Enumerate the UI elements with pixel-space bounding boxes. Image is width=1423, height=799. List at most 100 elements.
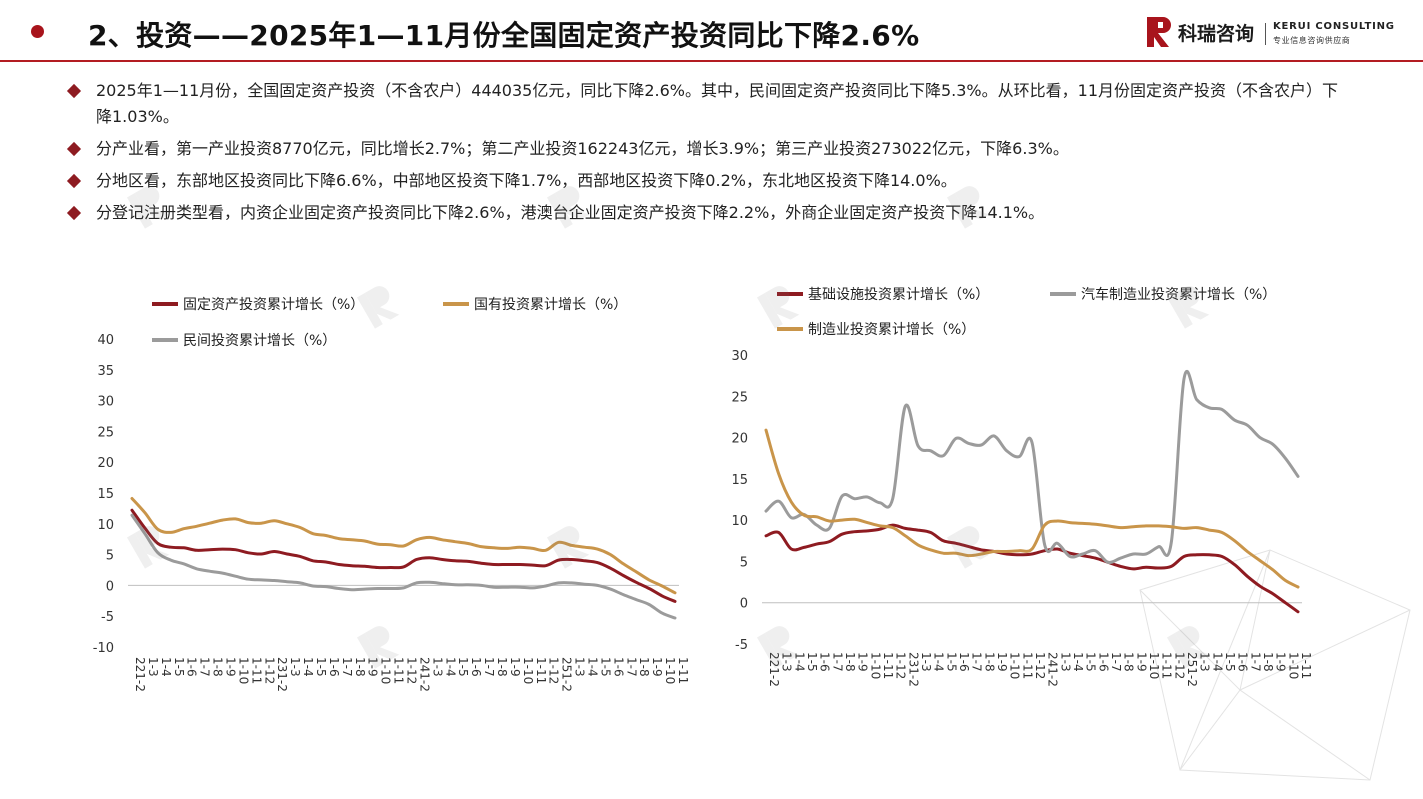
x-tick-label: 1-6 (469, 657, 483, 677)
y-tick-label: 30 (731, 349, 748, 364)
x-tick-label: 1-8 (1261, 652, 1275, 672)
bullet-text: 分产业看，第一产业投资8770亿元，同比增长2.7%；第二产业投资162243亿… (96, 139, 1069, 158)
legend-label: 民间投资累计增长（%） (183, 333, 336, 349)
watermark-r-icon (1167, 286, 1210, 329)
x-tick-label: 241-2 (417, 657, 431, 692)
watermark-shape (554, 526, 590, 560)
x-tick-label: 1-12 (547, 657, 561, 684)
x-tick-label: 1-4 (301, 657, 315, 677)
watermark-stroke (127, 192, 153, 229)
watermark-shape (134, 186, 170, 220)
x-tick-label: 1-12 (405, 657, 419, 684)
watermark-stroke (947, 532, 973, 569)
logo-cn-text: 科瑞咨询 (1178, 23, 1255, 45)
y-tick-label: -5 (101, 610, 114, 625)
x-tick-label: 1-7 (624, 657, 638, 677)
bullet-text: 2025年1—11月份，全国固定资产投资（不含农户）444035亿元，同比下降2… (96, 81, 1338, 126)
x-tick-label: 1-7 (970, 652, 984, 672)
logo-en-text: KERUI CONSULTING (1273, 21, 1395, 32)
y-tick-label: 20 (97, 456, 114, 471)
x-tick-label: 1-6 (1236, 652, 1250, 672)
y-tick-label: 0 (740, 597, 748, 612)
bullet-item: 分登记注册类型看，内资企业固定资产投资同比下降2.6%，港澳台企业固定资产投资下… (62, 200, 1352, 226)
y-tick-label: 20 (731, 432, 748, 447)
y-tick-label: 10 (97, 518, 114, 533)
x-tick-label: 1-4 (159, 657, 173, 677)
y-tick-label: 25 (731, 390, 748, 405)
x-tick-label: 1-9 (224, 657, 238, 677)
x-tick-label: 1-6 (611, 657, 625, 677)
x-tick-label: 251-2 (560, 657, 574, 692)
x-tick-label: 1-4 (1210, 652, 1224, 672)
watermark-r-icon (947, 526, 990, 569)
company-logo: 科瑞咨询 KERUI CONSULTING 专业信息咨询供应商 (1147, 17, 1397, 51)
x-tick-label: 1-4 (1071, 652, 1085, 672)
x-tick-label: 1-8 (211, 657, 225, 677)
x-tick-label: 1-5 (172, 657, 186, 677)
series-line-2 (764, 369, 1300, 565)
x-tick-label: 1-3 (288, 657, 302, 677)
series-line-1 (764, 523, 1300, 614)
bullet-item: 分产业看，第一产业投资8770亿元，同比增长2.7%；第二产业投资162243亿… (62, 136, 1352, 162)
watermark-r-icon (547, 186, 590, 229)
y-tick-label: 25 (97, 425, 114, 440)
x-tick-label: 241-2 (1046, 652, 1060, 687)
x-tick-label: 1-6 (1096, 652, 1110, 672)
y-tick-label: 10 (731, 514, 748, 529)
x-tick-label: 1-5 (944, 652, 958, 672)
x-tick-label: 1-4 (932, 652, 946, 672)
x-tick-label: 1-11 (1020, 652, 1034, 679)
y-tick-label: 40 (97, 333, 114, 348)
y-tick-label: 0 (106, 579, 114, 594)
x-tick-label: 1-3 (430, 657, 444, 677)
x-tick-label: 231-2 (275, 657, 289, 692)
x-tick-label: 1-8 (982, 652, 996, 672)
x-tick-label: 1-3 (146, 657, 160, 677)
x-tick-label: 1-6 (327, 657, 341, 677)
x-tick-label: 1-4 (586, 657, 600, 677)
x-tick-label: 1-7 (198, 657, 212, 677)
x-tick-label: 1-3 (1058, 652, 1072, 672)
x-tick-label: 1-10 (1286, 652, 1300, 679)
x-tick-label: 1-8 (637, 657, 651, 677)
x-tick-label: 1-9 (650, 657, 664, 677)
x-tick-label: 1-9 (995, 652, 1009, 672)
x-tick-label: 1-4 (443, 657, 457, 677)
x-tick-label: 1-12 (1172, 652, 1186, 679)
watermark-r-icon (947, 186, 990, 229)
x-tick-label: 1-11 (1299, 652, 1313, 679)
watermark-r-icon (547, 526, 590, 569)
bullet-text: 分地区看，东部地区投资同比下降6.6%，中部地区投资下降1.7%，西部地区投资下… (96, 171, 957, 190)
x-tick-label: 1-10 (521, 657, 535, 684)
logo-r-icon (1147, 17, 1171, 47)
x-tick-label: 1-4 (792, 652, 806, 672)
x-tick-label: 1-10 (1147, 652, 1161, 679)
x-tick-label: 1-11 (392, 657, 406, 684)
watermark-r-icon (357, 626, 400, 669)
x-tick-label: 1-11 (249, 657, 263, 684)
x-tick-label: 1-9 (1134, 652, 1148, 672)
watermark-r-icon (127, 186, 170, 229)
x-tick-label: 1-7 (1248, 652, 1262, 672)
x-tick-label: 1-6 (185, 657, 199, 677)
watermark-r-icon (357, 286, 400, 329)
watermark-r-icon (757, 626, 800, 669)
x-tick-label: 1-8 (1122, 652, 1136, 672)
x-tick-label: 1-6 (957, 652, 971, 672)
x-tick-label: 1-7 (830, 652, 844, 672)
y-tick-label: 35 (97, 364, 114, 379)
series-line-1 (130, 508, 677, 603)
watermark-stroke (947, 192, 973, 229)
watermark-stroke (547, 192, 573, 229)
watermark-shape (554, 186, 590, 220)
x-tick-label: 1-3 (1198, 652, 1212, 672)
x-tick-label: 1-6 (818, 652, 832, 672)
bullet-item: 分地区看，东部地区投资同比下降6.6%，中部地区投资下降1.7%，西部地区投资下… (62, 168, 1352, 194)
legend-label: 国有投资累计增长（%） (474, 297, 627, 313)
watermark-stroke (127, 532, 153, 569)
watermark-stroke (757, 292, 783, 329)
x-tick-label: 1-7 (1109, 652, 1123, 672)
series-line-2 (130, 497, 677, 595)
